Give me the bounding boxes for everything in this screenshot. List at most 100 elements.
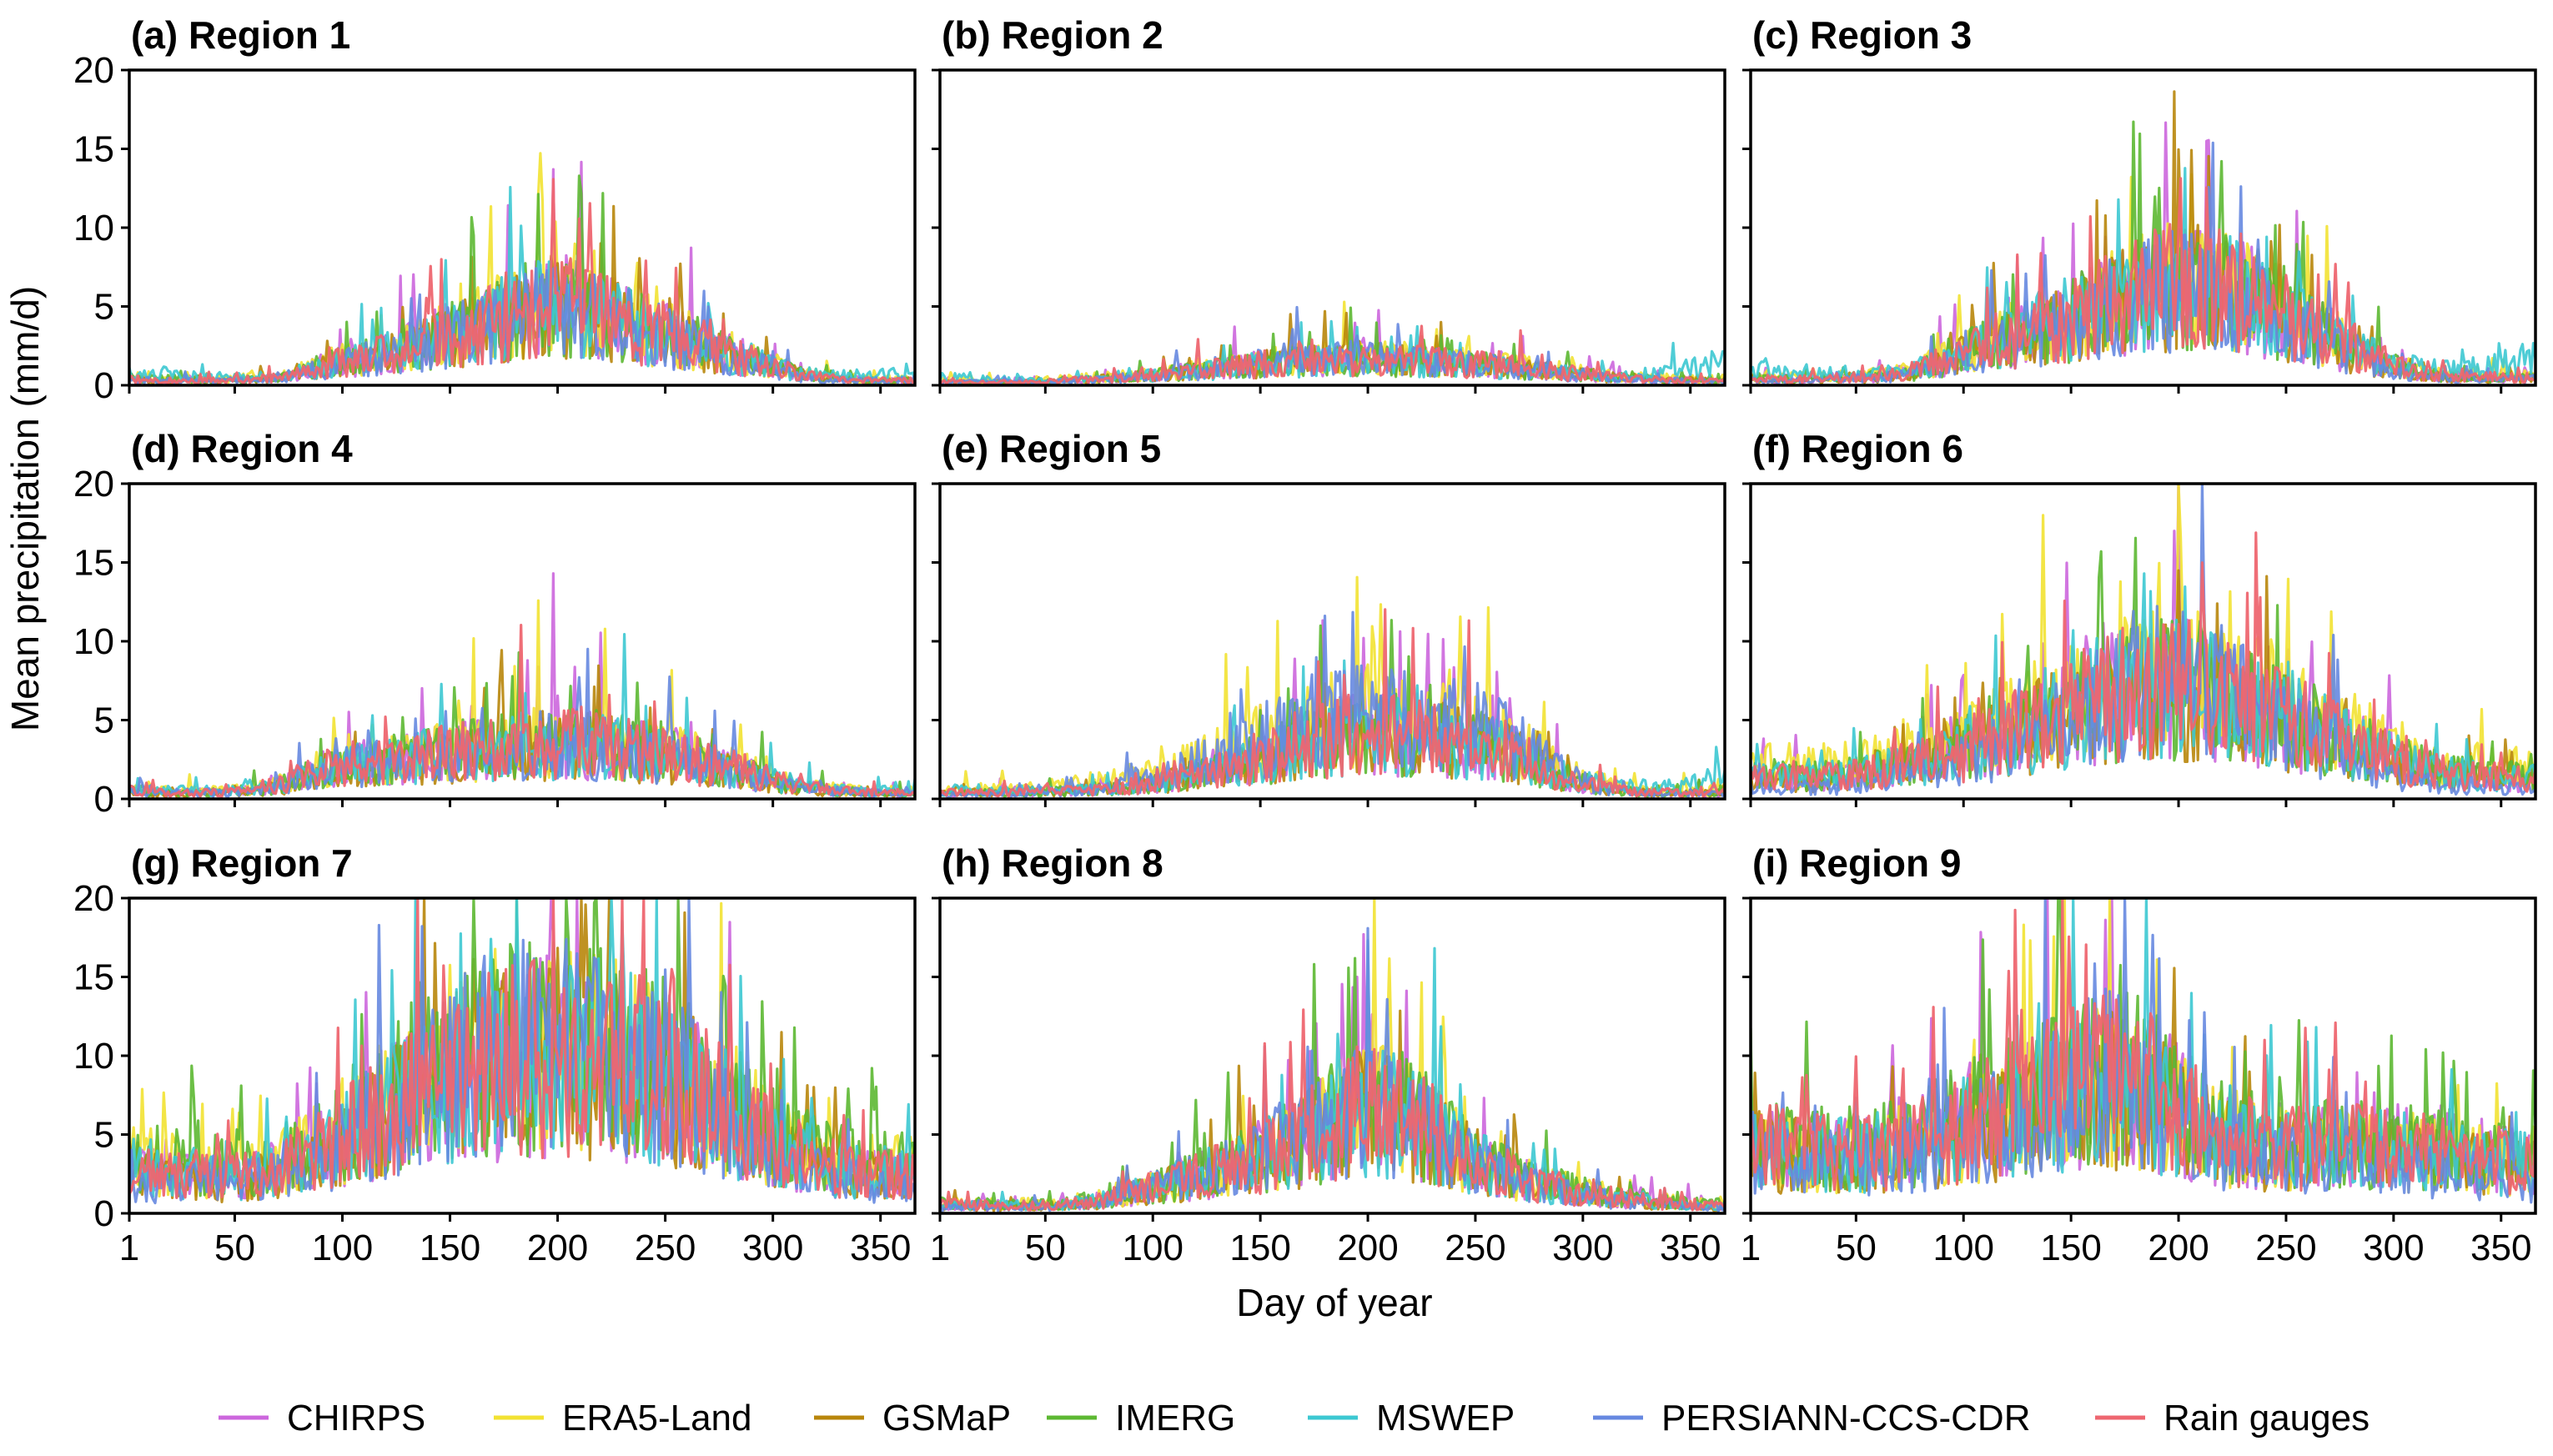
y-tick-label: 20: [73, 464, 114, 505]
x-tick-label: 50: [214, 1228, 255, 1268]
series-lines: [940, 575, 1725, 799]
panel-title: (f) Region 6: [1752, 427, 1963, 470]
y-tick-label: 0: [94, 779, 114, 820]
series-line-rain-gauges: [1751, 898, 2535, 1196]
panel-2: (b) Region 2: [932, 13, 1726, 394]
panel-title: (a) Region 1: [131, 13, 350, 57]
panel-6: (f) Region 6: [1742, 427, 2537, 807]
series-line-mswep: [129, 185, 915, 384]
panel-title: (c) Region 3: [1752, 13, 1972, 57]
x-tick-label: 350: [1660, 1228, 1721, 1268]
series-line-rain-gauges: [1751, 177, 2535, 384]
series-line-persiann-ccs-cdr: [129, 647, 915, 799]
y-tick-label: 20: [73, 50, 114, 91]
legend-label: Rain gauges: [2164, 1398, 2370, 1438]
series-line-persiann-ccs-cdr: [940, 610, 1725, 799]
series-lines: [129, 152, 915, 385]
panel-title: (h) Region 8: [942, 841, 1163, 885]
series-line-rain-gauges: [940, 1008, 1725, 1212]
y-tick-label: 5: [94, 287, 114, 328]
y-tick-label: 20: [73, 878, 114, 919]
series-lines: [1751, 484, 2535, 796]
x-tick-label: 1: [119, 1228, 139, 1268]
legend-item: PERSIANN-CCS-CDR: [1593, 1398, 2030, 1438]
x-tick-label: 100: [312, 1228, 373, 1268]
x-tick-label: 50: [1836, 1228, 1877, 1268]
x-tick-label: 150: [420, 1228, 480, 1268]
x-tick-label: 1: [930, 1228, 950, 1268]
series-line-rain-gauges: [129, 898, 915, 1201]
x-tick-label: 150: [2040, 1228, 2101, 1268]
legend-item: MSWEP: [1308, 1398, 1515, 1438]
panel-title: (d) Region 4: [131, 427, 353, 470]
panel-8: (h) Region 81 50 100 150 200 250 300 350: [930, 841, 1726, 1268]
panel-1: (a) Region 1 0 5 10 15 20: [73, 13, 917, 406]
legend-item: CHIRPS: [219, 1398, 425, 1438]
x-tick-label: 300: [1552, 1228, 1613, 1268]
x-tick-label: 250: [2255, 1228, 2316, 1268]
series-line-rain-gauges: [940, 608, 1725, 799]
legend-label: MSWEP: [1376, 1398, 1515, 1438]
x-tick-label: 300: [742, 1228, 803, 1268]
x-tick-label: 50: [1025, 1228, 1066, 1268]
y-tick-label: 10: [73, 621, 114, 662]
series-line-rain-gauges: [129, 623, 915, 798]
y-tick-label: 0: [94, 365, 114, 406]
x-tick-label: 350: [850, 1228, 911, 1268]
x-tick-label: 300: [2363, 1228, 2424, 1268]
legend-item: ERA5-Land: [494, 1398, 751, 1438]
x-tick-label: 100: [1123, 1228, 1184, 1268]
y-tick-label: 15: [73, 129, 114, 170]
x-tick-label: 350: [2470, 1228, 2531, 1268]
legend-label: PERSIANN-CCS-CDR: [1661, 1398, 2030, 1438]
series-lines: [129, 898, 915, 1205]
series-lines: [940, 300, 1725, 385]
y-tick-label: 0: [94, 1193, 114, 1234]
x-tick-label: 250: [635, 1228, 696, 1268]
x-tick-label: 200: [527, 1228, 588, 1268]
legend-item: IMERG: [1047, 1398, 1235, 1438]
series-line-rain-gauges: [1751, 531, 2535, 793]
series-lines: [1751, 898, 2535, 1204]
x-tick-label: 1: [1741, 1228, 1761, 1268]
series-line-gsmap: [129, 204, 915, 385]
legend-item: Rain gauges: [2095, 1398, 2370, 1438]
x-tick-label: 150: [1229, 1228, 1290, 1268]
legend: CHIRPS ERA5-Land GSMaP IMERG MSWEP PERSIANN-C…: [219, 1398, 2370, 1438]
panel-5: (e) Region 5: [932, 427, 1726, 807]
y-tick-label: 10: [73, 208, 114, 249]
legend-item: GSMaP: [814, 1398, 1011, 1438]
panel-title: (g) Region 7: [131, 841, 353, 885]
panel-title: (e) Region 5: [942, 427, 1161, 470]
y-tick-label: 15: [73, 957, 114, 998]
panel-title: (i) Region 9: [1752, 841, 1961, 885]
y-tick-label: 15: [73, 543, 114, 584]
series-line-rain-gauges: [940, 324, 1725, 385]
series-line-persiann-ccs-cdr: [1751, 898, 2535, 1204]
series-line-rain-gauges: [129, 178, 915, 385]
x-tick-label: 250: [1445, 1228, 1505, 1268]
legend-label: GSMaP: [882, 1398, 1011, 1438]
series-lines: [940, 898, 1725, 1213]
y-axis-label: Mean precipitation (mm/d): [3, 286, 47, 731]
legend-label: CHIRPS: [287, 1398, 425, 1438]
y-tick-label: 10: [73, 1036, 114, 1077]
x-axis-label: Day of year: [1236, 1281, 1432, 1324]
panel-9: (i) Region 91 50 100 150 200 250 300 350: [1741, 841, 2537, 1268]
series-line-persiann-ccs-cdr: [1751, 484, 2535, 796]
series-lines: [1751, 90, 2535, 385]
y-tick-label: 5: [94, 700, 114, 741]
panel-title: (b) Region 2: [942, 13, 1163, 57]
x-tick-label: 100: [1933, 1228, 1994, 1268]
y-tick-label: 5: [94, 1115, 114, 1156]
x-tick-label: 200: [2148, 1228, 2209, 1268]
legend-label: IMERG: [1115, 1398, 1235, 1438]
x-tick-label: 200: [1337, 1228, 1398, 1268]
legend-label: ERA5-Land: [562, 1398, 751, 1438]
series-lines: [129, 572, 915, 799]
panel-3: (c) Region 3: [1742, 13, 2537, 394]
